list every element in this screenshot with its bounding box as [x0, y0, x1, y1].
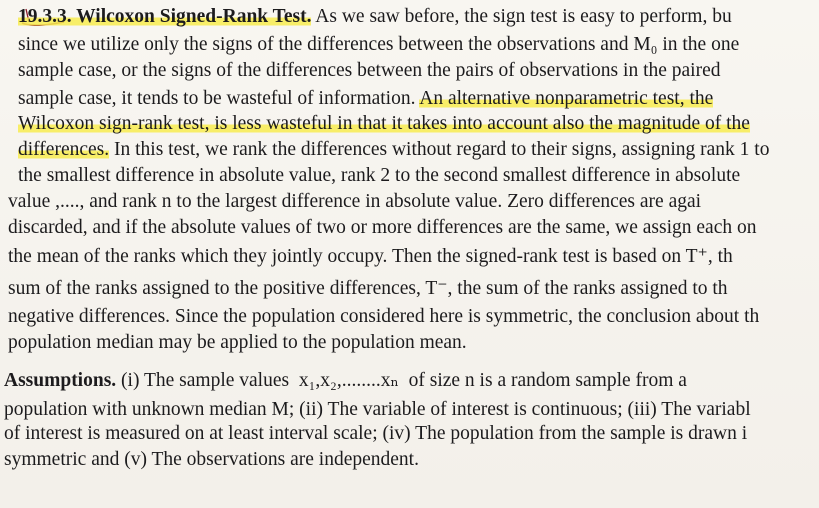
text-segment: population median may be applied to the … [8, 332, 467, 353]
text-segment: value ,...., and rank n to the largest d… [8, 191, 702, 212]
text-segment: sum of the ranks assigned to the positiv… [8, 278, 728, 299]
text-line: discarded, and if the absolute values of… [0, 216, 819, 240]
text-segment: differences. [18, 139, 110, 160]
text-line: the mean of the ranks which they jointly… [0, 245, 819, 269]
text-line: of interest is measured on at least inte… [0, 422, 819, 446]
text-segment: the mean of the ranks which they jointly… [8, 246, 733, 267]
text-line: differences. In this test, we rank the d… [0, 138, 819, 162]
text-line: Wilcoxon sign-rank test, is less wastefu… [0, 112, 819, 136]
text-line: 19.3.3. Wilcoxon Signed-Rank Test. As we… [0, 5, 819, 29]
text-segment: Wilcoxon sign-rank test, is less wastefu… [18, 113, 750, 134]
text-line: symmetric and (v) The observations are i… [0, 448, 819, 472]
text-line: since we utilize only the signs of the d… [0, 33, 819, 57]
text-line: population with unknown median M; (ii) T… [0, 398, 819, 422]
text-segment: the smallest difference in absolute valu… [18, 165, 741, 186]
text-line: the smallest difference in absolute valu… [0, 164, 819, 188]
text-line: Assumptions. (i) The sample values x₁,x₂… [0, 369, 819, 393]
text-line: sample case, it tends to be wasteful of … [0, 87, 819, 111]
text-segment: negative differences. Since the populati… [8, 306, 760, 327]
text-segment: An alternative nonparametric test, the [419, 88, 714, 109]
bold-heading-text: Assumptions. [4, 370, 117, 391]
text-line: negative differences. Since the populati… [0, 305, 819, 329]
text-segment: of interest is measured on at least inte… [4, 423, 748, 444]
text-line: sample case, or the signs of the differe… [0, 59, 819, 83]
text-segment: symmetric and (v) The observations are i… [4, 449, 419, 470]
text-segment: (i) The sample values x₁,x₂,........xₙ o… [116, 370, 687, 391]
text-line: population median may be applied to the … [0, 331, 819, 355]
text-line: sum of the ranks assigned to the positiv… [0, 277, 819, 301]
text-segment: since we utilize only the signs of the d… [18, 34, 740, 55]
text-segment: population with unknown median M; (ii) T… [4, 399, 751, 420]
text-segment: sample case, or the signs of the differe… [18, 60, 721, 81]
text-line: value ,...., and rank n to the largest d… [0, 190, 819, 214]
text-segment: sample case, it tends to be wasteful of … [18, 88, 420, 109]
text-segment: discarded, and if the absolute values of… [8, 217, 757, 238]
text-segment: In this test, we rank the differences wi… [109, 139, 770, 160]
text-segment: As we saw before, the sign test is easy … [311, 6, 732, 27]
bold-heading-text: 19.3.3. Wilcoxon Signed-Rank Test. [18, 6, 312, 27]
